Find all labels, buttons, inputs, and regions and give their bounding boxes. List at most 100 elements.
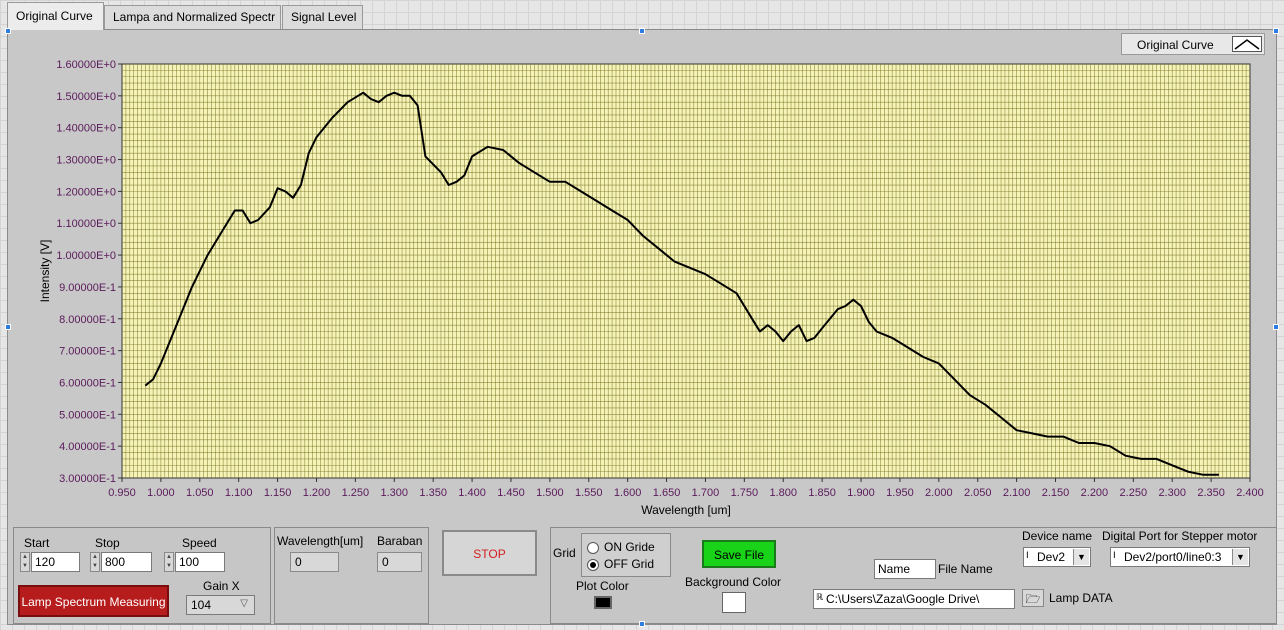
x-tick-label: 1.350 xyxy=(419,487,447,499)
legend-label: Original Curve xyxy=(1137,38,1214,52)
y-tick-label: 1.40000E+0 xyxy=(56,123,116,135)
selection-handle[interactable] xyxy=(1273,324,1279,330)
y-tick-label: 9.00000E-1 xyxy=(59,282,116,294)
grid-on-radio[interactable] xyxy=(587,542,599,554)
plot-color-swatch[interactable] xyxy=(594,596,612,609)
y-tick-label: 3.00000E-1 xyxy=(59,473,116,485)
background-color-label: Background Color xyxy=(685,575,782,589)
device-name-label: Device name xyxy=(1022,529,1093,543)
chevron-down-icon[interactable]: ▼ xyxy=(1073,549,1089,565)
stop-input[interactable]: 800 xyxy=(101,552,152,572)
x-tick-label: 1.850 xyxy=(808,487,836,499)
name-input[interactable]: Name xyxy=(874,559,936,579)
selection-handle[interactable] xyxy=(1273,28,1279,34)
tab-original-curve[interactable]: Original Curve xyxy=(7,2,104,30)
x-tick-label: 2.200 xyxy=(1081,487,1109,499)
y-tick-label: 5.00000E-1 xyxy=(59,409,116,421)
x-tick-label: 1.150 xyxy=(264,487,292,499)
grid-label: Grid xyxy=(553,546,576,560)
x-tick-label: 2.350 xyxy=(1197,487,1225,499)
selection-handle[interactable] xyxy=(639,621,645,627)
x-tick-label: 1.550 xyxy=(575,487,603,499)
speed-input[interactable]: 100 xyxy=(175,552,225,572)
x-tick-label: 1.300 xyxy=(381,487,409,499)
x-tick-label: 1.650 xyxy=(653,487,681,499)
stop-label: Stop xyxy=(95,536,120,550)
file-name-label: File Name xyxy=(938,562,993,576)
path-value: C:\Users\Zaza\Google Drive\ xyxy=(826,592,980,606)
y-tick-label: 1.50000E+0 xyxy=(56,91,116,103)
y-tick-label: 1.30000E+0 xyxy=(56,155,116,167)
start-label: Start xyxy=(24,536,50,550)
gain-value: 104 xyxy=(191,598,212,612)
lamp-spectrum-measuring-button[interactable]: Lamp Spectrum Measuring xyxy=(18,585,169,617)
start-spinner[interactable]: ▲ ▼ xyxy=(20,552,30,572)
chevron-down-icon: ▽ xyxy=(240,598,248,609)
x-tick-label: 2.150 xyxy=(1042,487,1070,499)
x-tick-label: 1.750 xyxy=(731,487,759,499)
x-tick-label: 1.500 xyxy=(536,487,564,499)
gain-select[interactable]: 104 ▽ xyxy=(186,595,255,615)
device-name-select[interactable]: Ⅰ Dev2 ▼ xyxy=(1023,547,1091,567)
grid-off-label: OFF Grid xyxy=(604,557,654,571)
io-type-icon: Ⅰ xyxy=(1113,550,1116,560)
x-axis-label: Wavelength [um] xyxy=(641,503,731,517)
grid-off-radio[interactable] xyxy=(587,559,599,571)
stop-spinner[interactable]: ▲ ▼ xyxy=(90,552,100,572)
x-tick-label: 1.450 xyxy=(497,487,525,499)
path-input[interactable]: ℝ C:\Users\Zaza\Google Drive\ xyxy=(813,589,1015,609)
x-tick-label: 1.400 xyxy=(458,487,486,499)
x-tick-label: 1.000 xyxy=(147,487,175,499)
position-indicators-panel: Wavelength[um] 0 Baraban 0 xyxy=(274,527,429,624)
y-tick-label: 1.60000E+0 xyxy=(56,59,116,71)
legend-swatch[interactable] xyxy=(1232,36,1262,52)
tab-lampa-normalized[interactable]: Lampa and Normalized Spectr xyxy=(104,5,281,29)
x-tick-label: 2.000 xyxy=(925,487,953,499)
selection-handle[interactable] xyxy=(639,28,645,34)
baraban-label: Baraban xyxy=(377,534,423,548)
display-file-panel: Grid ON Gride OFF Grid Plot Color Save F… xyxy=(550,527,1277,624)
path-type-icon: ℝ xyxy=(816,592,824,602)
x-tick-label: 2.300 xyxy=(1158,487,1186,499)
y-tick-label: 1.10000E+0 xyxy=(56,218,116,230)
x-tick-label: 1.900 xyxy=(847,487,875,499)
lamp-data-label: Lamp DATA xyxy=(1049,591,1113,605)
io-type-icon: Ⅰ xyxy=(1026,550,1029,560)
baraban-indicator: 0 xyxy=(377,552,422,572)
grid-radio-group: ON Gride OFF Grid xyxy=(581,533,671,577)
x-tick-label: 2.050 xyxy=(964,487,992,499)
line-style-icon xyxy=(1234,39,1260,50)
x-tick-label: 1.050 xyxy=(186,487,214,499)
y-tick-label: 7.00000E-1 xyxy=(59,346,116,358)
chevron-down-icon[interactable]: ▼ xyxy=(1232,549,1248,565)
selection-handle[interactable] xyxy=(5,28,11,34)
folder-browse-icon[interactable]: 🗁 xyxy=(1022,589,1044,607)
gain-label: Gain X xyxy=(203,579,240,593)
x-tick-label: 1.700 xyxy=(692,487,720,499)
tab-signal-level[interactable]: Signal Level xyxy=(282,5,363,29)
y-tick-label: 1.20000E+0 xyxy=(56,186,116,198)
selection-handle[interactable] xyxy=(5,324,11,330)
x-tick-label: 1.200 xyxy=(303,487,331,499)
plot-legend[interactable]: Original Curve xyxy=(1121,33,1265,55)
background-color-swatch[interactable] xyxy=(722,592,746,613)
digital-port-label: Digital Port for Stepper motor xyxy=(1102,529,1258,543)
plot-color-label: Plot Color xyxy=(576,579,629,593)
x-tick-label: 2.400 xyxy=(1236,487,1264,499)
wavelength-indicator: 0 xyxy=(290,552,339,572)
motion-controls-panel: Start ▲ ▼ 120 Stop ▲ ▼ 800 Speed ▲ ▼ 100 La… xyxy=(13,527,271,624)
start-input[interactable]: 120 xyxy=(31,552,80,572)
series-line xyxy=(144,91,1219,476)
speed-spinner[interactable]: ▲ ▼ xyxy=(164,552,174,572)
y-tick-label: 6.00000E-1 xyxy=(59,377,116,389)
y-axis-label: Intensity [V] xyxy=(38,240,52,303)
wavelength-label: Wavelength[um] xyxy=(277,534,364,548)
x-tick-label: 1.950 xyxy=(886,487,914,499)
y-tick-label: 1.00000E+0 xyxy=(56,250,116,262)
stop-button[interactable]: STOP xyxy=(442,530,537,576)
y-tick-label: 4.00000E-1 xyxy=(59,441,116,453)
digital-port-select[interactable]: Ⅰ Dev2/port0/line0:3 ▼ xyxy=(1110,547,1250,567)
save-file-button[interactable]: Save File xyxy=(702,540,776,568)
x-tick-label: 1.600 xyxy=(614,487,642,499)
